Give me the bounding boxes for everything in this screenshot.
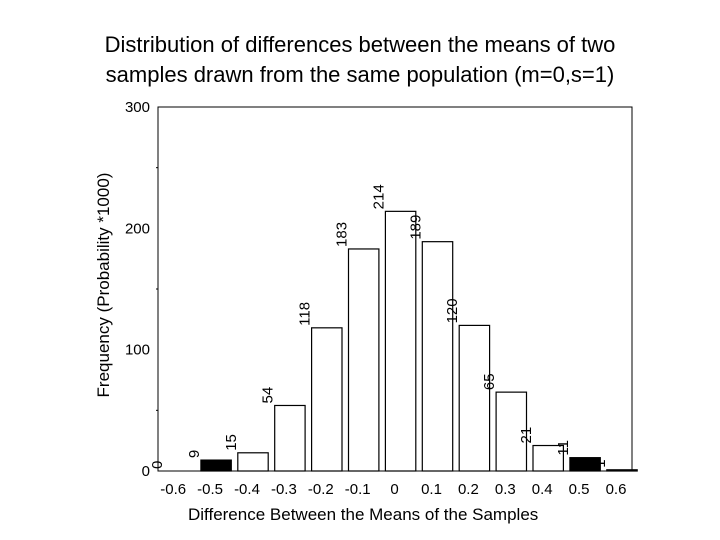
x-tick-label: 0.6 [606, 481, 627, 498]
bar--0.3 [274, 404, 306, 472]
value-label: 1 [592, 459, 609, 467]
value-label: 11 [555, 440, 572, 456]
value-label: 54 [260, 387, 277, 404]
bar--0.4 [237, 452, 269, 472]
value-label: 21 [518, 427, 535, 444]
bar-0.3 [495, 391, 528, 472]
bar-0.6 [606, 469, 638, 472]
x-tick-label: -0.5 [197, 481, 223, 498]
x-tick-label: 0.5 [569, 481, 590, 498]
bar-0.1 [421, 241, 454, 472]
y-tick-label: 0 [142, 463, 150, 480]
chart-title-line-1: Distribution of differences between the … [104, 32, 616, 57]
value-label: 65 [481, 373, 498, 390]
chart-title-line-2: samples drawn from the same population (… [105, 62, 615, 87]
y-tick-label: 100 [125, 342, 150, 359]
y-tick-label: 300 [125, 99, 150, 116]
value-label: 15 [223, 434, 240, 451]
x-tick-label: 0.4 [532, 481, 553, 498]
x-tick-label: -0.1 [345, 481, 371, 498]
bar-0.2 [458, 324, 491, 472]
value-label: 9 [186, 450, 203, 458]
value-label: 0 [149, 461, 166, 469]
x-tick-label: 0 [390, 481, 398, 498]
value-label: 214 [370, 184, 387, 209]
bar--0.2 [311, 327, 343, 472]
value-label: 118 [297, 302, 314, 326]
x-tick-label: 0.3 [495, 481, 516, 498]
x-tick-label: -0.3 [271, 481, 297, 498]
x-tick-label: -0.4 [234, 481, 260, 498]
x-tick-label: -0.6 [160, 481, 186, 498]
x-tick-label: 0.2 [458, 481, 479, 498]
y-tick-label: 200 [125, 220, 150, 237]
value-label: 120 [444, 298, 461, 323]
bar--0.5 [200, 459, 232, 472]
x-tick-label: 0.1 [421, 481, 442, 498]
x-axis-label: Difference Between the Means of the Samp… [188, 505, 539, 524]
chart-title: Distribution of differences between the … [0, 30, 720, 90]
bar--0.1 [347, 248, 380, 472]
bar-0 [384, 210, 417, 472]
x-tick-label: -0.2 [308, 481, 334, 498]
bar-0.4 [532, 444, 564, 472]
bar-0.5 [569, 457, 601, 472]
value-label: 183 [334, 222, 351, 247]
value-label: 189 [407, 215, 424, 240]
